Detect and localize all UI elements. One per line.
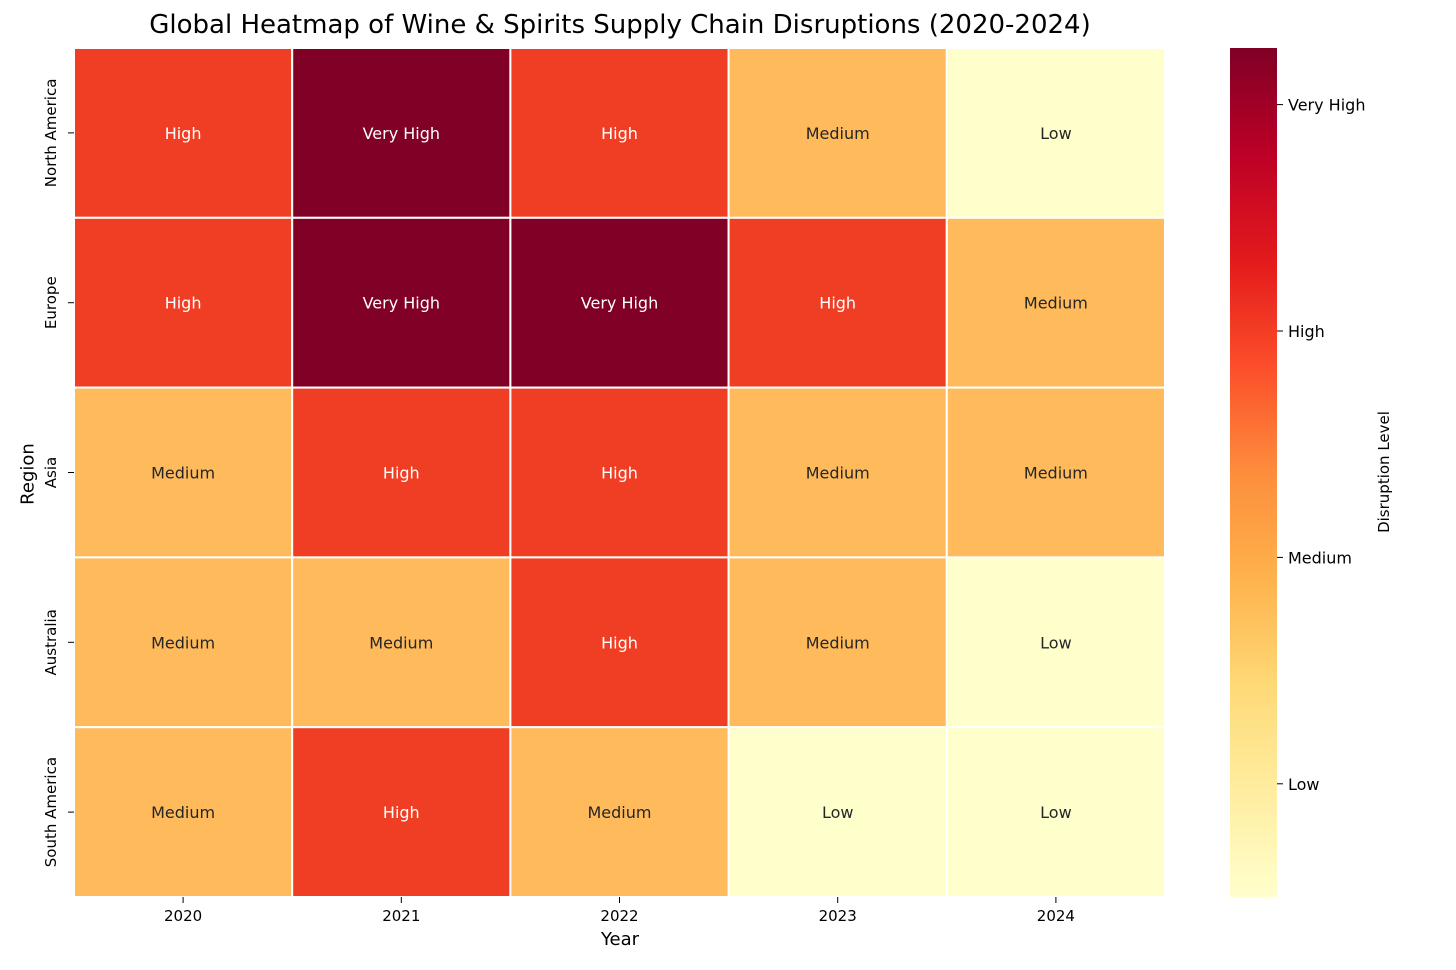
heatmap-cell: [727, 47, 948, 219]
colorbar-tick-label: Low: [1288, 775, 1320, 794]
heatmap-cell: [73, 556, 294, 729]
cell-label: Medium: [369, 633, 433, 652]
heatmap-cell: [291, 726, 512, 899]
colorbar-label: Disruption Level: [1375, 411, 1393, 533]
cell-label: High: [165, 124, 202, 143]
heatmap-cell: [727, 216, 948, 389]
y-tick-label: North America: [42, 79, 60, 188]
cell-label: High: [601, 124, 638, 143]
cell-label: High: [165, 294, 202, 313]
x-axis-label: Year: [600, 929, 640, 950]
x-tick-label: 2022: [600, 907, 638, 925]
x-tick-label: 2023: [819, 907, 857, 925]
y-axis-label: Region: [17, 443, 39, 505]
colorbar-gradient: [1230, 48, 1277, 897]
colorbar: Low Medium High Very High: [1230, 48, 1365, 897]
chart-title: Global Heatmap of Wine & Spirits Supply …: [149, 10, 1091, 40]
x-tick-label: 2024: [1037, 907, 1075, 925]
cell-label: High: [601, 633, 638, 652]
heatmap-cell: [509, 47, 730, 219]
cell-label: Medium: [1024, 464, 1088, 483]
y-tick-label: South America: [42, 757, 60, 867]
heatmap-cell: [945, 216, 1166, 389]
cell-label: High: [819, 294, 856, 313]
cell-label: Low: [822, 803, 854, 822]
cell-label: High: [383, 464, 420, 483]
heatmap-cell: [945, 386, 1166, 559]
cell-label: Low: [1040, 803, 1072, 822]
heatmap-cell: [945, 726, 1166, 899]
heatmap-cell: [509, 556, 730, 729]
heatmap-cell: [291, 216, 512, 389]
cell-label: Very High: [581, 294, 658, 313]
heatmap-cell: [727, 556, 948, 729]
x-axis: 2020 2021 2022 2023 2024: [164, 897, 1075, 925]
heatmap-cell: [291, 386, 512, 559]
heatmap-cell: [73, 47, 294, 219]
cell-label: Medium: [151, 464, 215, 483]
cell-label: Medium: [806, 124, 870, 143]
cell-label: High: [601, 464, 638, 483]
cell-label: Very High: [363, 294, 440, 313]
heatmap-cell: [945, 556, 1166, 729]
heatmap-cell: [509, 216, 730, 389]
cell-label: Medium: [151, 803, 215, 822]
y-tick-label: Europe: [42, 276, 60, 329]
colorbar-tick-label: Medium: [1288, 548, 1352, 567]
heatmap-cell: [291, 556, 512, 729]
heatmap-cell: [727, 726, 948, 899]
cell-label: Medium: [806, 464, 870, 483]
colorbar-tick-label: High: [1288, 322, 1325, 341]
cell-label: Low: [1040, 124, 1072, 143]
heatmap-cell: [291, 47, 512, 219]
y-tick-label: Australia: [42, 609, 60, 675]
heatmap-cell: [509, 386, 730, 559]
y-axis: North America Europe Asia Australia South Am…: [42, 79, 74, 867]
cell-label: Medium: [151, 633, 215, 652]
heatmap-cells: High Very High High Medium Low High Very High V…: [73, 47, 1166, 899]
y-tick-label: Asia: [42, 457, 60, 488]
x-tick-label: 2020: [164, 907, 202, 925]
cell-label: Medium: [1024, 294, 1088, 313]
x-tick-label: 2021: [382, 907, 420, 925]
heatmap-cell: [73, 726, 294, 899]
cell-label: Low: [1040, 633, 1072, 652]
cell-label: Medium: [588, 803, 652, 822]
heatmap-cell: [509, 726, 730, 899]
cell-label: Very High: [363, 124, 440, 143]
colorbar-tick-label: Very High: [1288, 96, 1365, 115]
heatmap-cell: [727, 386, 948, 559]
cell-label: High: [383, 803, 420, 822]
cell-label: Medium: [806, 633, 870, 652]
